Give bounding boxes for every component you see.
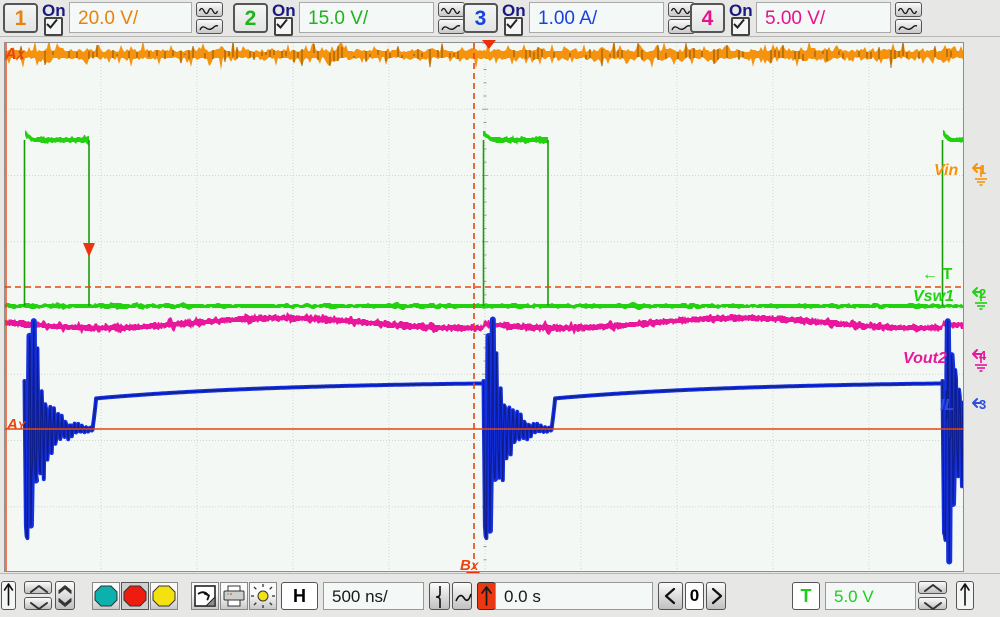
svg-text:3: 3 [979, 397, 986, 411]
svg-text:1: 1 [979, 162, 986, 177]
svg-text:2: 2 [979, 286, 986, 301]
